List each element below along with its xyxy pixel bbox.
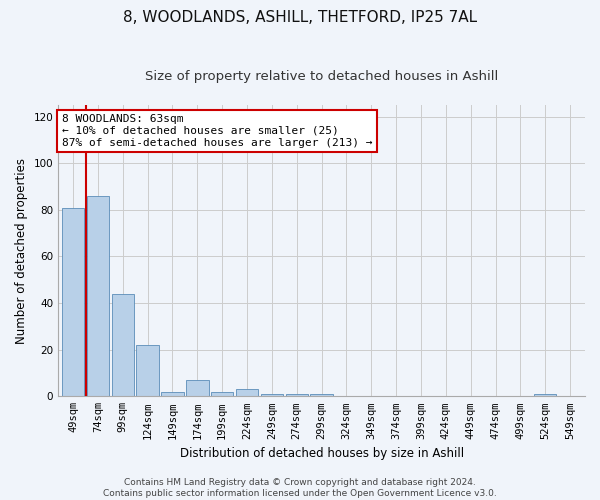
Bar	[136, 345, 159, 397]
Bar	[161, 392, 184, 396]
Bar	[236, 390, 258, 396]
Text: 8 WOODLANDS: 63sqm
← 10% of detached houses are smaller (25)
87% of semi-detache: 8 WOODLANDS: 63sqm ← 10% of detached hou…	[62, 114, 373, 148]
Bar	[286, 394, 308, 396]
Text: 8, WOODLANDS, ASHILL, THETFORD, IP25 7AL: 8, WOODLANDS, ASHILL, THETFORD, IP25 7AL	[123, 10, 477, 25]
Bar	[534, 394, 556, 396]
Bar	[186, 380, 209, 396]
Bar	[310, 394, 333, 396]
Title: Size of property relative to detached houses in Ashill: Size of property relative to detached ho…	[145, 70, 498, 83]
X-axis label: Distribution of detached houses by size in Ashill: Distribution of detached houses by size …	[179, 447, 464, 460]
Bar	[62, 208, 84, 396]
Y-axis label: Number of detached properties: Number of detached properties	[15, 158, 28, 344]
Bar	[260, 394, 283, 396]
Text: Contains HM Land Registry data © Crown copyright and database right 2024.
Contai: Contains HM Land Registry data © Crown c…	[103, 478, 497, 498]
Bar	[87, 196, 109, 396]
Bar	[112, 294, 134, 396]
Bar	[211, 392, 233, 396]
